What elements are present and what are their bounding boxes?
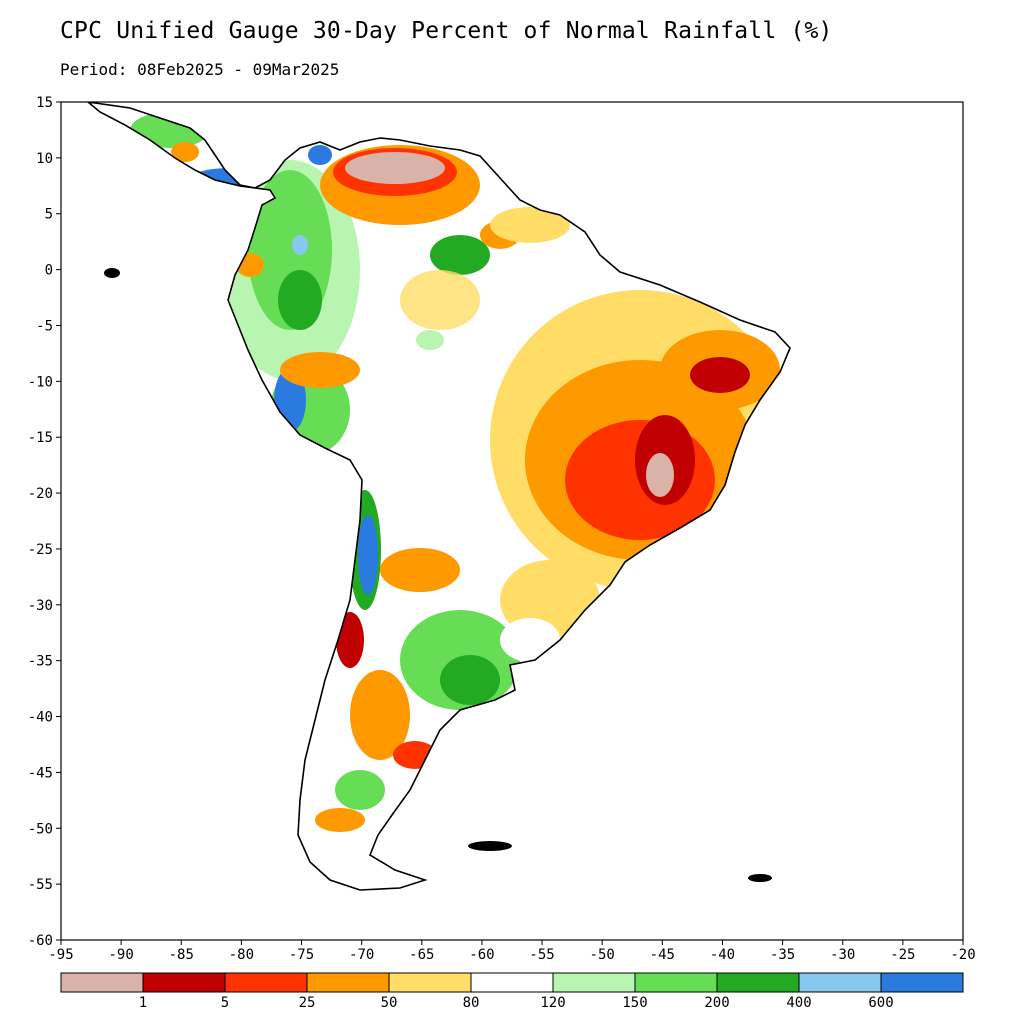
y-tick-label: -40	[28, 710, 53, 726]
legend-label: 1	[139, 995, 147, 1011]
x-tick-label: -80	[229, 947, 254, 963]
x-tick-label: -65	[409, 947, 434, 963]
legend-label: 80	[463, 995, 480, 1011]
x-axis-ticks: -95 -90 -85 -80 -75 -70 -65 -60 -55 -50 -45 -40 -35 -…	[48, 940, 976, 963]
legend-swatch	[224, 972, 308, 993]
x-tick-label: -95	[48, 947, 73, 963]
legend-swatch	[552, 972, 636, 993]
legend-swatch	[716, 972, 800, 993]
x-tick-label: -20	[950, 947, 975, 963]
y-tick-label: -5	[36, 318, 53, 334]
legend-swatch	[306, 972, 390, 993]
y-tick-label: -35	[28, 654, 53, 670]
y-axis-ticks: 15 10 5 0 -5 -10 -15 -20 -25 -30 -35 -40 -45 -50 -55 -6…	[28, 95, 61, 949]
y-tick-label: -60	[28, 933, 53, 949]
y-tick-label: -30	[28, 598, 53, 614]
chart-title: CPC Unified Gauge 30-Day Percent of Norm…	[60, 18, 833, 44]
y-tick-label: -10	[28, 374, 53, 390]
y-tick-label: -15	[28, 430, 53, 446]
legend-label: 120	[540, 995, 565, 1011]
period-subtitle: Period: 08Feb2025 - 09Mar2025	[60, 60, 340, 79]
x-tick-label: -60	[469, 947, 494, 963]
x-tick-label: -35	[770, 947, 795, 963]
legend-label: 400	[786, 995, 811, 1011]
x-tick-label: -40	[710, 947, 735, 963]
galapagos-islands	[104, 268, 120, 278]
land-rainfall-field	[88, 102, 790, 890]
south-georgia-island	[748, 874, 772, 882]
legend-label: 200	[704, 995, 729, 1011]
x-tick-label: -70	[349, 947, 374, 963]
y-tick-label: -45	[28, 765, 53, 781]
x-tick-label: -50	[590, 947, 615, 963]
y-tick-label: 5	[45, 207, 53, 223]
falkland-islands	[468, 841, 512, 851]
legend-swatch	[470, 972, 554, 993]
y-tick-label: 15	[36, 95, 53, 111]
coastline	[86, 102, 791, 891]
x-tick-label: -55	[529, 947, 554, 963]
y-tick-label: 0	[45, 263, 53, 279]
color-legend: 1 5 25 50 80 120 150 200 400 600	[60, 972, 964, 1011]
legend-swatch	[60, 972, 144, 993]
legend-label: 50	[381, 995, 398, 1011]
y-tick-label: -50	[28, 821, 53, 837]
x-tick-label: -90	[108, 947, 133, 963]
legend-label: 25	[299, 995, 316, 1011]
legend-swatch	[142, 972, 226, 993]
x-tick-label: -85	[169, 947, 194, 963]
legend-swatch	[798, 972, 882, 993]
map-frame	[60, 101, 964, 941]
y-tick-label: -55	[28, 877, 53, 893]
legend-label: 5	[221, 995, 229, 1011]
x-tick-label: -25	[890, 947, 915, 963]
legend-swatch	[388, 972, 472, 993]
x-tick-label: -30	[830, 947, 855, 963]
x-tick-label: -45	[650, 947, 675, 963]
legend-swatch	[880, 972, 964, 993]
y-tick-label: -20	[28, 486, 53, 502]
legend-label: 600	[868, 995, 893, 1011]
x-tick-label: -75	[289, 947, 314, 963]
y-tick-label: 10	[36, 151, 53, 167]
legend-swatch	[634, 972, 718, 993]
legend-label: 150	[622, 995, 647, 1011]
y-tick-label: -25	[28, 542, 53, 558]
